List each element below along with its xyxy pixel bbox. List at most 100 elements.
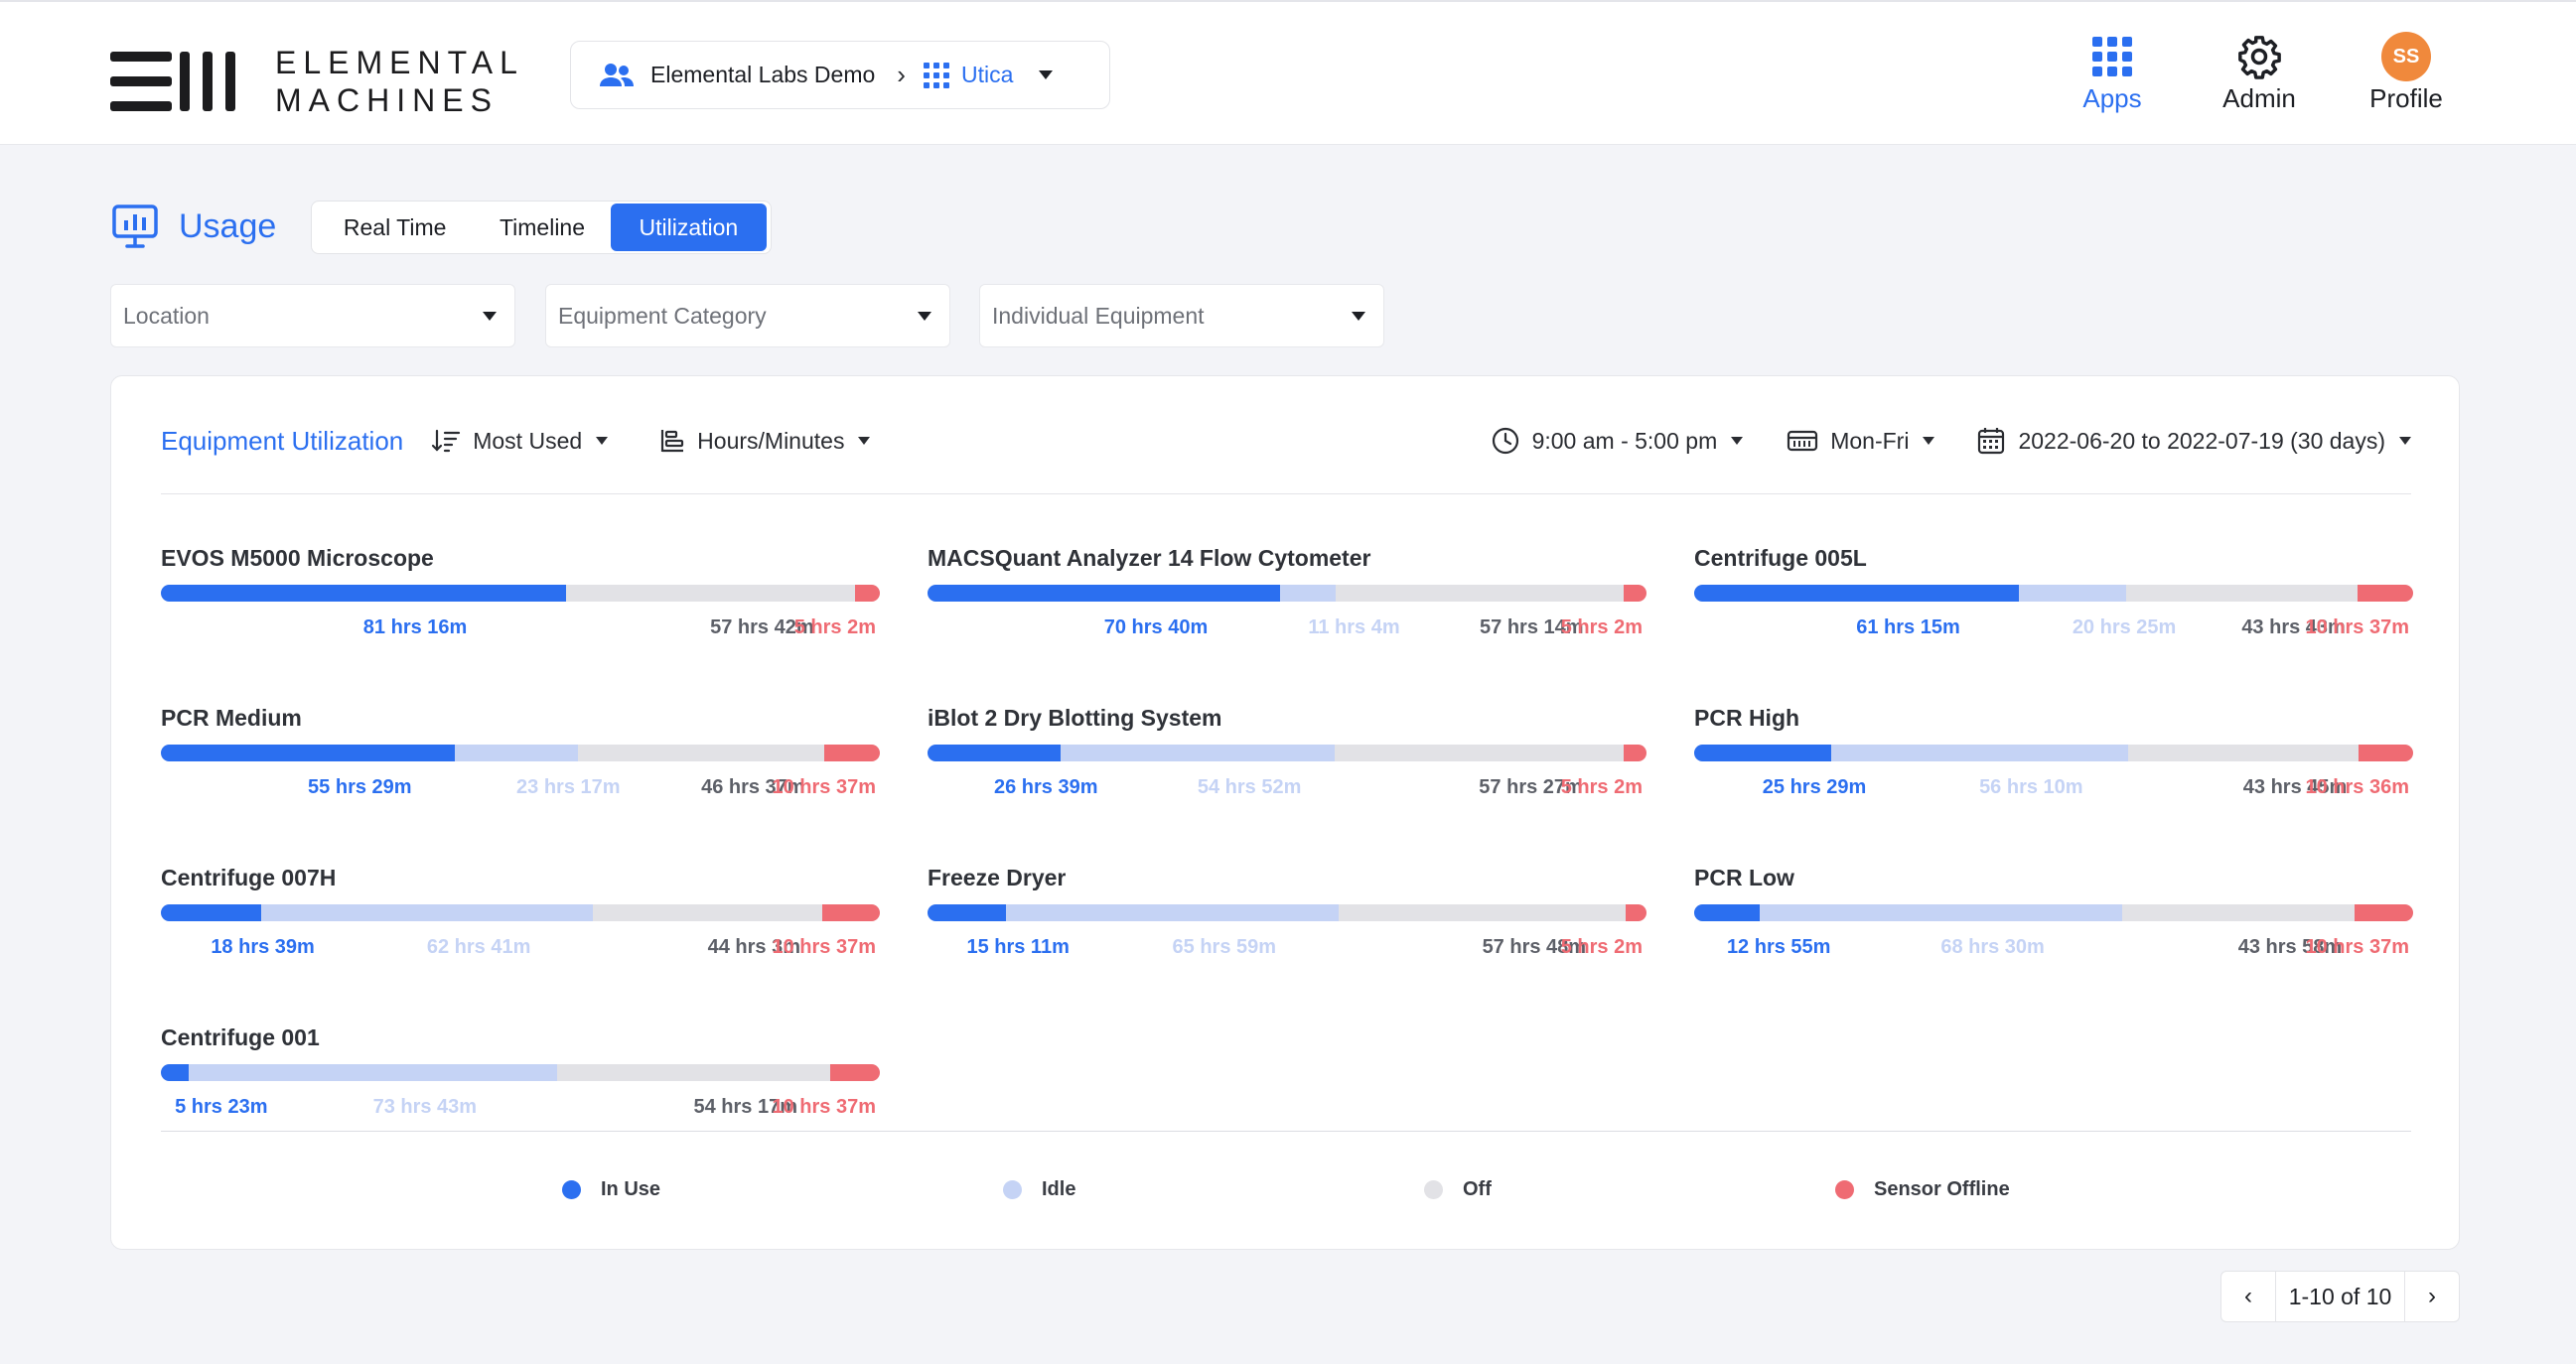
chevron-down-icon — [1923, 437, 1935, 445]
pagination: ‹ 1-10 of 10 › — [2220, 1271, 2460, 1322]
next-page-button[interactable]: › — [2405, 1272, 2459, 1321]
off-value: 54 hrs 17m — [693, 1096, 797, 1118]
legend-label: Idle — [1042, 1178, 1076, 1200]
in-use-value: 25 hrs 29m — [1762, 776, 1867, 798]
off-segment — [1334, 745, 1624, 761]
legend-off: Off — [1424, 1178, 1492, 1201]
usage-title: Usage — [179, 206, 277, 245]
equipment-item[interactable]: Centrifuge 007H 18 hrs 39m 62 hrs 41m 44 hr… — [161, 863, 880, 962]
equipment-name: PCR High — [1694, 705, 1800, 731]
in-use-segment — [161, 745, 456, 761]
org-site-switcher[interactable]: Elemental Labs Demo › Utica — [570, 41, 1110, 109]
utilization-bar — [928, 904, 1646, 921]
utilization-values: 55 hrs 29m 23 hrs 17m 46 hrs 37m 10 hrs 37m — [161, 776, 880, 802]
equipment-name: EVOS M5000 Microscope — [161, 545, 434, 571]
utilization-bar — [161, 585, 880, 602]
nav-profile[interactable]: SS Profile — [2347, 32, 2466, 114]
off-value: 43 hrs 43m — [2241, 616, 2346, 638]
sensor-offline-segment — [1625, 904, 1646, 921]
units-dropdown[interactable]: Hours/Minutes — [659, 428, 871, 455]
apps-grid-icon — [2092, 37, 2132, 76]
hours-dropdown[interactable]: 9:00 am - 5:00 pm — [1491, 426, 1744, 456]
location-select[interactable]: Location — [110, 284, 515, 347]
in-use-value: 18 hrs 39m — [211, 936, 315, 958]
week-icon — [1788, 430, 1818, 452]
prev-page-button[interactable]: ‹ — [2221, 1272, 2275, 1321]
card-title: Equipment Utilization — [161, 425, 404, 456]
in-use-segment — [1694, 745, 1831, 761]
in-use-value: 81 hrs 16m — [362, 616, 468, 638]
equipment-item[interactable]: Centrifuge 005L 61 hrs 15m 20 hrs 25m 43 hr… — [1694, 543, 2413, 642]
in-use-segment — [928, 904, 1006, 921]
equipment-name: Centrifuge 001 — [161, 1024, 320, 1050]
sensor-offline-value: 10 hrs 37m — [772, 1096, 876, 1118]
idle-value: 11 hrs 4m — [1308, 616, 1400, 638]
chevron-right-icon: › — [2428, 1283, 2436, 1309]
equipment-category-select[interactable]: Equipment Category — [545, 284, 950, 347]
utilization-bar — [161, 904, 880, 921]
sort-dropdown[interactable]: Most Used — [431, 428, 609, 455]
nav-apps[interactable]: Apps — [2053, 32, 2172, 114]
gear-icon — [2238, 36, 2281, 79]
equipment-item[interactable]: PCR High 25 hrs 29m 56 hrs 10m 43 hrs 45m 10… — [1694, 703, 2413, 802]
logo[interactable]: ELEMENTAL MACHINES — [110, 44, 524, 119]
utilization-bar — [161, 745, 880, 761]
individual-equipment-select[interactable]: Individual Equipment — [979, 284, 1384, 347]
off-value: 44 hrs 3m — [707, 936, 800, 958]
date-range-dropdown[interactable]: 2022-06-20 to 2022-07-19 (30 days) — [1976, 426, 2411, 456]
top-bar: ELEMENTAL MACHINES Elemental Labs Demo ›… — [0, 0, 2576, 145]
nav-admin[interactable]: Admin — [2200, 32, 2319, 114]
logo-line-1: ELEMENTAL — [275, 45, 524, 80]
equipment-category-placeholder: Equipment Category — [558, 302, 767, 329]
tab-timeline[interactable]: Timeline — [499, 213, 586, 240]
off-segment — [1339, 904, 1626, 921]
utilization-values: 26 hrs 39m 54 hrs 52m 57 hrs 27m 5 hrs 2m — [928, 776, 1646, 802]
idle-value: 68 hrs 30m — [1940, 936, 2045, 958]
chevron-down-icon — [1352, 311, 1365, 321]
off-segment — [2121, 904, 2355, 921]
org-name: Elemental Labs Demo — [650, 62, 876, 87]
idle-value: 54 hrs 52m — [1197, 776, 1302, 798]
equipment-item[interactable]: EVOS M5000 Microscope 81 hrs 16m 57 hrs 42… — [161, 543, 880, 642]
equipment-item[interactable]: iBlot 2 Dry Blotting System 26 hrs 39m 54 … — [928, 703, 1646, 802]
equipment-name: iBlot 2 Dry Blotting System — [928, 705, 1222, 731]
days-dropdown[interactable]: Mon-Fri — [1787, 428, 1935, 455]
equipment-item[interactable]: PCR Medium 55 hrs 29m 23 hrs 17m 46 hrs 37m… — [161, 703, 880, 802]
usage-heading: Usage — [111, 203, 276, 250]
equipment-name: Centrifuge 005L — [1694, 545, 1867, 571]
tab-utilization[interactable]: Utilization — [610, 204, 767, 251]
sensor-offline-segment — [830, 1064, 880, 1081]
utilization-values: 25 hrs 29m 56 hrs 10m 43 hrs 45m 10 hrs 36m — [1694, 776, 2413, 802]
in-use-segment — [928, 745, 1061, 761]
sensor-offline-value: 10 hrs 37m — [772, 936, 876, 958]
chevron-down-icon — [1039, 70, 1054, 79]
off-value: 46 hrs 37m — [701, 776, 805, 798]
equipment-item[interactable]: MACSQuant Analyzer 14 Flow Cytometer 70 h… — [928, 543, 1646, 642]
off-segment — [593, 904, 823, 921]
page-indicator: 1-10 of 10 — [2275, 1272, 2405, 1321]
date-range-label: 2022-06-20 to 2022-07-19 (30 days) — [2018, 427, 2385, 454]
sensor-offline-segment — [2354, 904, 2413, 921]
utilization-bar — [1694, 745, 2413, 761]
tab-real-time[interactable]: Real Time — [343, 213, 447, 240]
in-use-segment — [1694, 585, 2019, 602]
equipment-item[interactable]: Centrifuge 001 5 hrs 23m 73 hrs 43m 54 hrs … — [161, 1023, 880, 1122]
off-segment — [577, 745, 825, 761]
legend-dot — [1003, 1180, 1022, 1199]
equipment-item[interactable]: PCR Low 12 hrs 55m 68 hrs 30m 43 hrs 58m 10 … — [1694, 863, 2413, 962]
in-use-value: 55 hrs 29m — [308, 776, 412, 798]
clock-icon — [1492, 427, 1518, 455]
in-use-segment — [161, 904, 261, 921]
hours-label: 9:00 am - 5:00 pm — [1531, 427, 1718, 454]
sensor-offline-segment — [824, 745, 880, 761]
off-segment — [1336, 585, 1624, 602]
equipment-utilization-card: Equipment Utilization Most Used — [110, 375, 2460, 1250]
utilization-values: 70 hrs 40m 11 hrs 4m 57 hrs 14m 5 hrs 2m — [928, 616, 1646, 642]
legend-dot — [562, 1180, 581, 1199]
idle-segment — [260, 904, 594, 921]
chevron-down-icon — [1731, 437, 1744, 445]
utilization-values: 18 hrs 39m 62 hrs 41m 44 hrs 3m 10 hrs 37m — [161, 936, 880, 962]
sensor-offline-value: 5 hrs 2m — [793, 616, 876, 638]
off-value: 43 hrs 58m — [2237, 936, 2343, 958]
equipment-item[interactable]: Freeze Dryer 15 hrs 11m 65 hrs 59m 57 hrs 4… — [928, 863, 1646, 962]
